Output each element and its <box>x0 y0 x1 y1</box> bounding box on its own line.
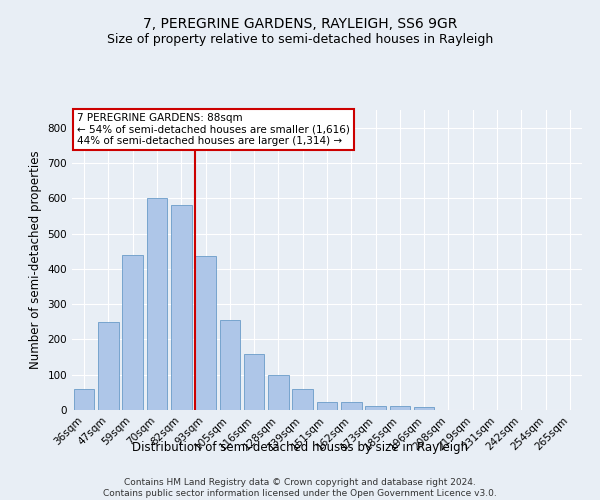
Text: 7, PEREGRINE GARDENS, RAYLEIGH, SS6 9GR: 7, PEREGRINE GARDENS, RAYLEIGH, SS6 9GR <box>143 18 457 32</box>
Bar <box>317 402 337 410</box>
Bar <box>389 406 410 410</box>
Bar <box>122 254 143 410</box>
Bar <box>195 256 216 410</box>
Bar <box>98 322 119 410</box>
Bar <box>414 407 434 410</box>
Y-axis label: Number of semi-detached properties: Number of semi-detached properties <box>29 150 42 370</box>
Bar <box>268 376 289 410</box>
Bar <box>292 389 313 410</box>
Bar <box>74 389 94 410</box>
Bar <box>146 198 167 410</box>
Text: Contains HM Land Registry data © Crown copyright and database right 2024.
Contai: Contains HM Land Registry data © Crown c… <box>103 478 497 498</box>
Bar <box>220 320 240 410</box>
Bar <box>341 402 362 410</box>
Bar <box>171 206 191 410</box>
Text: 7 PEREGRINE GARDENS: 88sqm
← 54% of semi-detached houses are smaller (1,616)
44%: 7 PEREGRINE GARDENS: 88sqm ← 54% of semi… <box>77 113 350 146</box>
Text: Size of property relative to semi-detached houses in Rayleigh: Size of property relative to semi-detach… <box>107 32 493 46</box>
Text: Distribution of semi-detached houses by size in Rayleigh: Distribution of semi-detached houses by … <box>132 441 468 454</box>
Bar <box>244 354 265 410</box>
Bar <box>365 406 386 410</box>
